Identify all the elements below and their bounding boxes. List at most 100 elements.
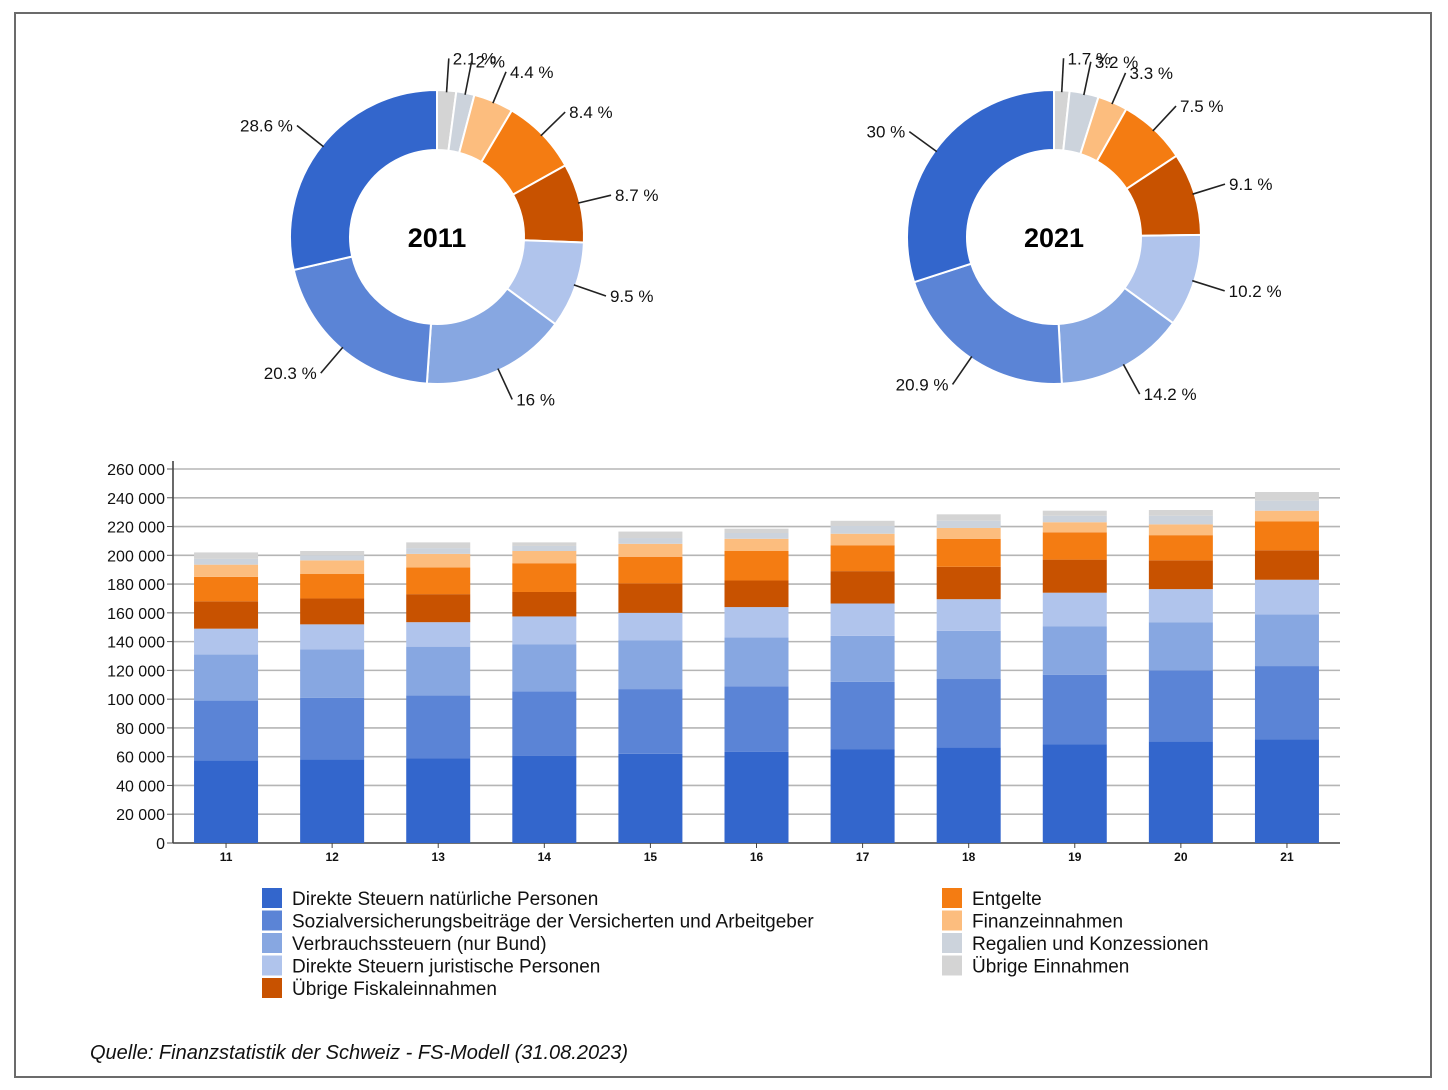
leader-line	[577, 194, 612, 204]
bar-segment-direkte-steuern-natuerliche-personen	[618, 753, 683, 843]
leader-line	[908, 131, 938, 153]
bar-segment-verbrauchssteuern-nur-bund	[1254, 614, 1319, 667]
x-tick-label: 19	[1068, 850, 1082, 864]
bar-segment-finanzeinnahmen	[724, 538, 789, 551]
leader-line	[1083, 61, 1092, 96]
bar-segment-regalien-und-konzessionen	[512, 545, 577, 551]
bar-segment-verbrauchssteuern-nur-bund	[724, 637, 789, 687]
leader-line	[573, 284, 607, 297]
bar-segment-sozialversicherungsbeitraege-der-versicherten-und-arbeitgeber	[1148, 670, 1213, 742]
y-tick-label: 160 000	[107, 606, 165, 623]
source-note: Quelle: Finanzstatistik der Schweiz - FS…	[90, 1042, 628, 1064]
bar-segment-direkte-steuern-juristische-personen	[512, 616, 577, 645]
legend-label: Verbrauchssteuern (nur Bund)	[292, 934, 547, 955]
x-tick-label: 12	[325, 850, 339, 864]
leader-line	[296, 124, 325, 148]
bar-segment-verbrauchssteuern-nur-bund	[1148, 622, 1213, 671]
legend-swatch-entgelte	[942, 888, 962, 908]
slice-label: 14.2 %	[1144, 385, 1197, 404]
slice-label: 7.5 %	[1180, 97, 1223, 116]
bar-segment-direkte-steuern-natuerliche-personen	[1254, 739, 1319, 843]
bar-segment-regalien-und-konzessionen	[1254, 500, 1319, 511]
legend-swatch-direkte-steuern-juristische-personen	[262, 955, 282, 976]
bar-segment-direkte-steuern-juristische-personen	[1042, 592, 1107, 627]
bar-segment-sozialversicherungsbeitraege-der-versicherten-und-arbeitgeber	[1254, 666, 1319, 740]
leader-line	[1192, 279, 1225, 292]
legend-swatch-sozialversicherungsbeitraege-der-versicherten-und-arbeitgeber	[262, 910, 282, 931]
slice-label: 9.5 %	[610, 287, 653, 306]
bar-segment-regalien-und-konzessionen	[724, 533, 789, 539]
bar-segment-direkte-steuern-juristische-personen	[406, 622, 471, 647]
bar-segment-direkte-steuern-juristische-personen	[194, 628, 259, 655]
bar-segment-uebrige-fiskaleinnahmen	[512, 591, 577, 617]
bar-segment-regalien-und-konzessionen	[618, 538, 683, 544]
y-tick-label: 40 000	[116, 778, 165, 795]
bar-segment-sozialversicherungsbeitraege-der-versicherten-und-arbeitgeber	[194, 700, 259, 761]
y-tick-label: 80 000	[116, 721, 165, 738]
slice-label: 9.1 %	[1229, 175, 1272, 194]
donut-slice-direkte-steuern-natuerliche-personen	[289, 88, 438, 272]
bar-segment-uebrige-fiskaleinnahmen	[1042, 559, 1107, 593]
bar-segment-entgelte	[724, 550, 789, 581]
slice-label: 20.3 %	[264, 364, 317, 383]
x-tick-label: 17	[856, 850, 870, 864]
bar-segment-uebrige-einnahmen	[194, 552, 259, 559]
bar-segment-uebrige-einnahmen	[406, 542, 471, 549]
y-tick-label: 260 000	[107, 462, 165, 479]
bar-segment-direkte-steuern-natuerliche-personen	[1042, 744, 1107, 843]
bar-segment-uebrige-einnahmen	[936, 514, 1001, 521]
bar-segment-direkte-steuern-natuerliche-personen	[512, 755, 577, 843]
x-tick-label: 20	[1174, 850, 1188, 864]
legend-label: Übrige Einnahmen	[972, 957, 1129, 978]
bar-segment-direkte-steuern-natuerliche-personen	[830, 749, 895, 843]
bar-segment-entgelte	[512, 563, 577, 592]
bar-segment-finanzeinnahmen	[830, 533, 895, 546]
leader-line	[1122, 363, 1141, 395]
bar-segment-uebrige-einnahmen	[1254, 492, 1319, 501]
bar-segment-verbrauchssteuern-nur-bund	[512, 644, 577, 692]
y-tick-label: 140 000	[107, 635, 165, 652]
leader-line	[1111, 72, 1127, 105]
y-tick-label: 220 000	[107, 520, 165, 537]
leader-line	[1152, 105, 1177, 132]
x-tick-label: 18	[962, 850, 976, 864]
y-tick-label: 60 000	[116, 750, 165, 767]
leader-line	[1060, 58, 1065, 93]
donut-center-label: 2021	[1024, 223, 1084, 253]
bar-segment-verbrauchssteuern-nur-bund	[194, 654, 259, 701]
y-tick-label: 200 000	[107, 548, 165, 565]
bar-segment-direkte-steuern-natuerliche-personen	[194, 760, 259, 843]
bar-segment-finanzeinnahmen	[194, 564, 259, 577]
bar-segment-regalien-und-konzessionen	[406, 548, 471, 554]
bar-segment-entgelte	[406, 567, 471, 595]
legend-swatch-uebrige-fiskaleinnahmen	[262, 978, 282, 998]
leader-line	[1192, 183, 1226, 195]
bar-segment-verbrauchssteuern-nur-bund	[618, 640, 683, 690]
donut-chart-2021: 1.7 %3.2 %3.3 % 7.5 % 9.1 % 10.2 % 14.2 % 20.…	[867, 49, 1282, 404]
bar-segment-verbrauchssteuern-nur-bund	[830, 635, 895, 682]
slice-label: 10.2 %	[1229, 282, 1282, 301]
bar-segment-entgelte	[936, 538, 1001, 567]
bar-segment-direkte-steuern-juristische-personen	[830, 603, 895, 636]
bar-segment-finanzeinnahmen	[1254, 510, 1319, 522]
bar-segment-finanzeinnahmen	[1148, 524, 1213, 536]
bar-segment-entgelte	[830, 545, 895, 572]
bar-segment-entgelte	[618, 556, 683, 584]
bar-segment-uebrige-einnahmen	[618, 531, 683, 539]
leader-line	[540, 111, 566, 137]
legend-swatch-regalien-und-konzessionen	[942, 933, 962, 953]
slice-label: 8.4 %	[569, 103, 612, 122]
bar-segment-direkte-steuern-natuerliche-personen	[406, 758, 471, 843]
slice-label: 2 %	[476, 52, 505, 71]
y-tick-label: 0	[156, 836, 165, 853]
donut-slice-sozialversicherungsbeitraege-der-versicherten-und-arbeitgeber	[912, 262, 1063, 385]
slice-label: 30 %	[867, 123, 906, 142]
slice-label: 16 %	[516, 390, 555, 409]
donut-center-label: 2011	[408, 223, 467, 253]
bar-segment-sozialversicherungsbeitraege-der-versicherten-und-arbeitgeber	[300, 697, 365, 760]
bar-segment-uebrige-fiskaleinnahmen	[300, 598, 365, 625]
slice-label: 3.2 %	[1095, 53, 1138, 72]
bar-segment-direkte-steuern-juristische-personen	[1148, 589, 1213, 623]
x-tick-label: 13	[432, 850, 446, 864]
